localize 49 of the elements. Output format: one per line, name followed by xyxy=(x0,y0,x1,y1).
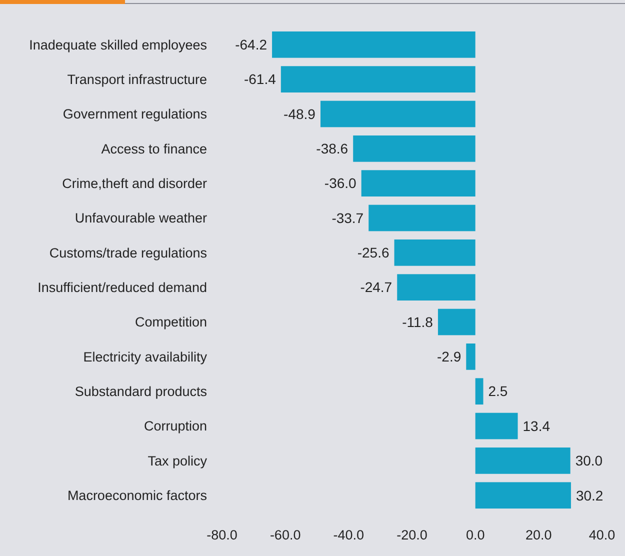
data-label: 30.0 xyxy=(575,452,603,469)
data-label: -2.9 xyxy=(437,348,462,365)
y-tick-label: Access to finance xyxy=(101,141,207,156)
y-tick-label: Competition xyxy=(134,314,207,330)
bar xyxy=(361,170,476,196)
bar xyxy=(475,448,570,474)
y-tick-label: Electricity availability xyxy=(83,349,208,364)
data-label: -64.2 xyxy=(235,36,268,53)
bar xyxy=(438,308,476,336)
bar xyxy=(397,274,476,301)
bar xyxy=(475,378,484,405)
y-tick-label: Corruption xyxy=(144,418,207,434)
data-label: 13.4 xyxy=(522,418,550,434)
y-tick-label: Transport infrastructure xyxy=(67,72,207,88)
x-tick-label: -80.0 xyxy=(206,528,238,543)
bar xyxy=(272,31,476,58)
data-label: 2.5 xyxy=(488,383,508,400)
x-tick-label: 0.0 xyxy=(466,528,485,543)
data-label: -61.4 xyxy=(244,71,276,88)
x-tick-label: 20.0 xyxy=(526,528,552,543)
bar xyxy=(353,135,476,162)
data-label: -25.6 xyxy=(357,244,390,261)
bar xyxy=(368,204,476,232)
data-label: -38.6 xyxy=(316,140,348,157)
y-tick-label: Customs/trade regulations xyxy=(49,245,208,260)
y-tick-label: Inadequate skilled employees xyxy=(29,37,208,52)
y-tick-label: Macroeconomic factors xyxy=(67,488,208,504)
bar xyxy=(320,100,476,128)
bar xyxy=(394,239,476,266)
y-tick-label: Tax policy xyxy=(148,453,208,468)
data-label: -11.8 xyxy=(402,314,434,330)
data-label: 30.2 xyxy=(576,487,604,504)
x-tick-label: 40.0 xyxy=(588,528,616,543)
y-tick-label: Government regulations xyxy=(62,106,208,122)
x-tick-label: -20.0 xyxy=(396,528,428,543)
y-tick-label: Substandard products xyxy=(74,384,208,400)
data-label: -48.9 xyxy=(284,106,316,122)
bar xyxy=(475,482,571,509)
y-tick-label: Unfavourable weather xyxy=(74,210,208,226)
y-tick-label: Crime,theft and disorder xyxy=(62,176,208,192)
data-label: -36.0 xyxy=(324,175,357,192)
bar xyxy=(475,412,518,440)
bar xyxy=(280,66,476,92)
y-tick-label: Insufficient/reduced demand xyxy=(38,280,207,296)
bar xyxy=(466,344,476,370)
x-tick-label: -40.0 xyxy=(333,528,364,543)
data-label: -24.7 xyxy=(360,279,392,296)
x-tick-label: -60.0 xyxy=(270,528,301,543)
data-label: -33.7 xyxy=(332,210,364,226)
